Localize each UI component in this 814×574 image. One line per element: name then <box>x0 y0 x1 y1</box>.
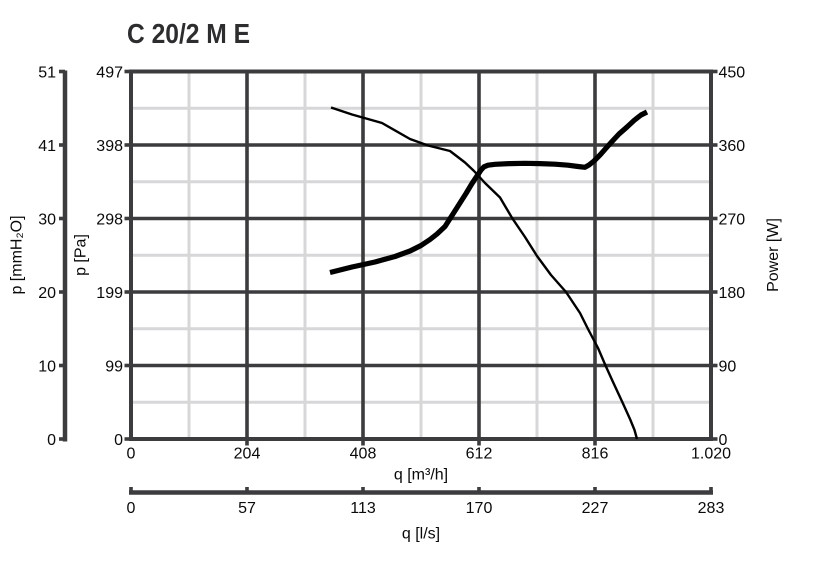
svg-text:227: 227 <box>582 500 609 517</box>
svg-text:51: 51 <box>38 64 56 81</box>
svg-text:57: 57 <box>238 500 256 517</box>
svg-text:360: 360 <box>719 138 746 155</box>
svg-text:30: 30 <box>38 211 56 228</box>
svg-text:816: 816 <box>582 445 609 462</box>
svg-text:270: 270 <box>719 211 746 228</box>
svg-text:99: 99 <box>105 358 123 375</box>
svg-text:170: 170 <box>466 500 493 517</box>
svg-text:408: 408 <box>350 445 377 462</box>
svg-text:p [Pa]: p [Pa] <box>73 234 90 276</box>
svg-text:q [m³/h]: q [m³/h] <box>394 467 448 484</box>
svg-text:q [l/s]: q [l/s] <box>402 526 440 543</box>
svg-text:C 20/2 M E: C 20/2 M E <box>127 18 250 49</box>
svg-text:90: 90 <box>719 358 737 375</box>
svg-text:Power [W]: Power [W] <box>765 218 782 292</box>
svg-text:497: 497 <box>96 64 123 81</box>
svg-text:180: 180 <box>719 285 746 302</box>
svg-text:0: 0 <box>114 432 123 449</box>
svg-text:20: 20 <box>38 285 56 302</box>
svg-text:0: 0 <box>127 445 136 462</box>
svg-text:450: 450 <box>719 64 746 81</box>
svg-text:0: 0 <box>127 500 136 517</box>
svg-text:41: 41 <box>38 138 56 155</box>
svg-text:199: 199 <box>96 285 123 302</box>
svg-text:113: 113 <box>350 500 376 517</box>
svg-text:398: 398 <box>96 138 123 155</box>
svg-text:612: 612 <box>466 445 493 462</box>
svg-text:0: 0 <box>719 432 728 449</box>
svg-text:p [mmH₂O]: p [mmH₂O] <box>9 215 26 294</box>
svg-text:204: 204 <box>234 445 261 462</box>
svg-text:1.020: 1.020 <box>691 445 731 462</box>
svg-text:283: 283 <box>698 500 725 517</box>
svg-text:298: 298 <box>96 211 123 228</box>
svg-text:0: 0 <box>47 432 56 449</box>
svg-text:10: 10 <box>38 358 56 375</box>
